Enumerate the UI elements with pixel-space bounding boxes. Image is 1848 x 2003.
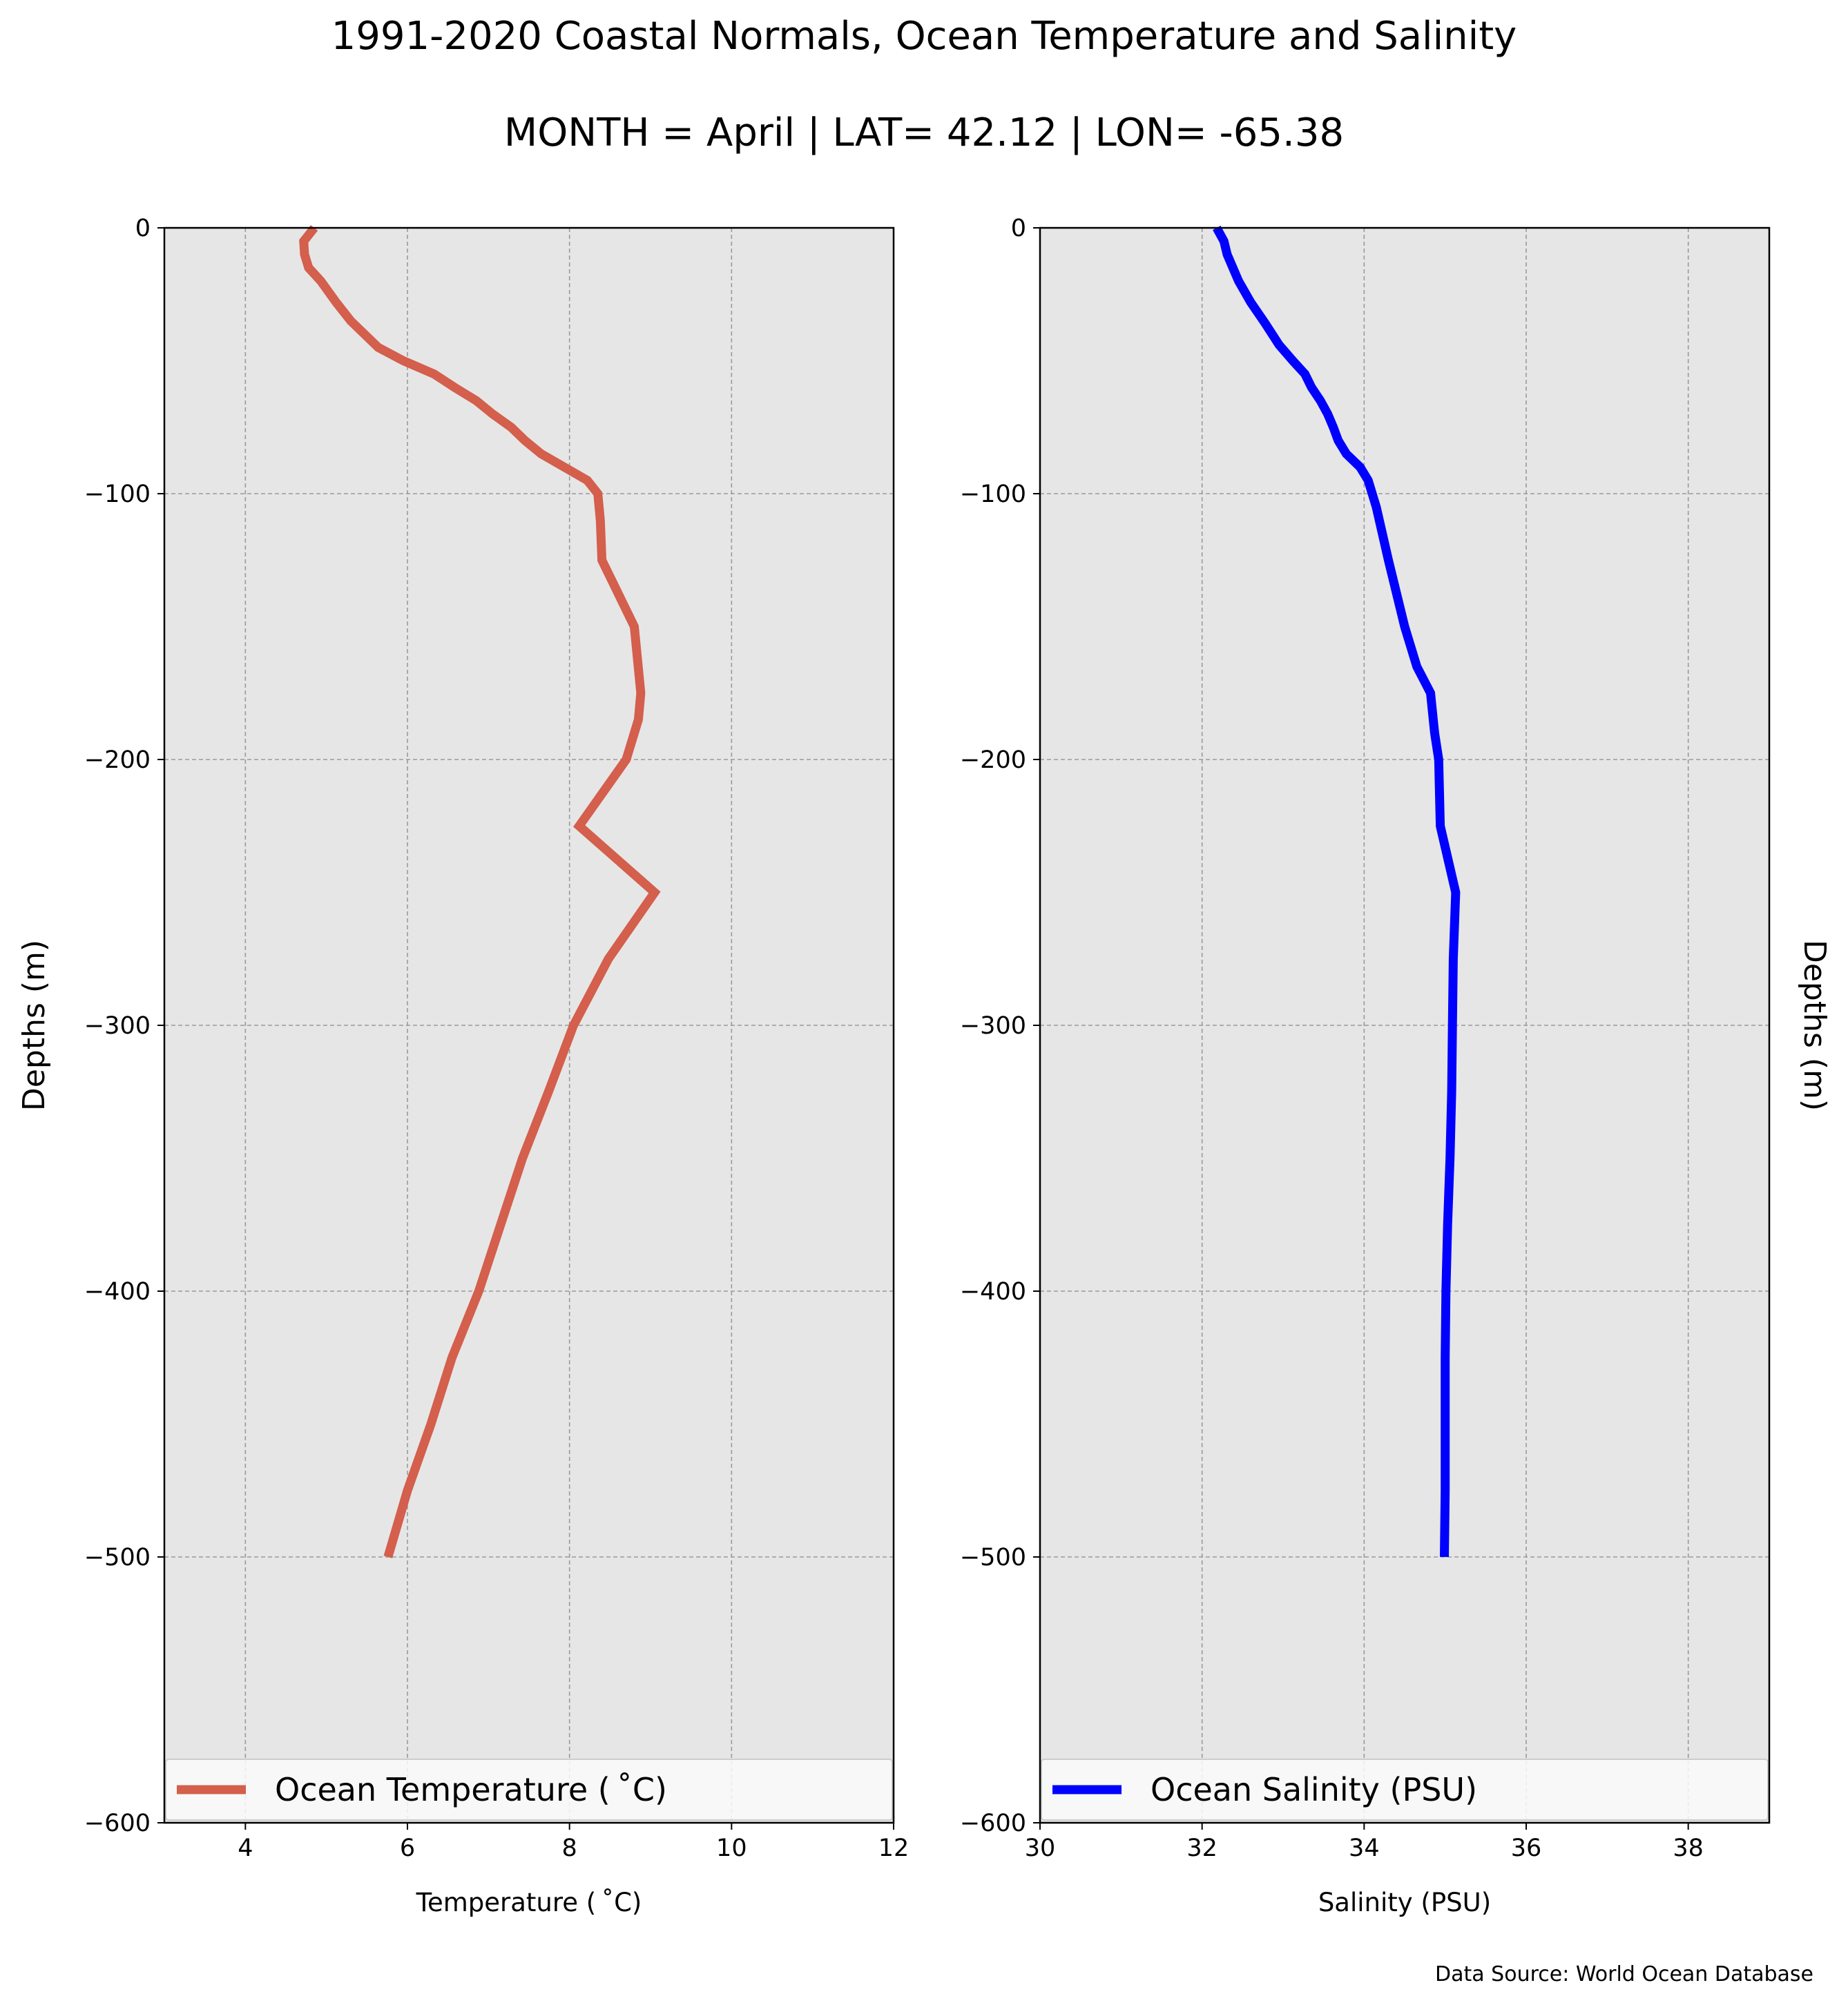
x-tick-label: 34 (1349, 1835, 1380, 1862)
x-tick-label: 38 (1673, 1835, 1704, 1862)
x-axis-label: Temperature ( ˚C) (416, 1888, 642, 1917)
y-tick-label: −200 (84, 746, 151, 774)
plot-area (1040, 228, 1769, 1823)
y-tick-label: −100 (960, 481, 1026, 508)
y-tick-label: −300 (84, 1012, 151, 1040)
legend-label: Ocean Temperature ( ˚C) (275, 1771, 667, 1808)
y-axis-label: Depths (m) (1797, 940, 1832, 1111)
series-line-salinity (1213, 225, 1461, 1558)
legend-box (165, 1759, 893, 1821)
legend-box (1041, 1759, 1769, 1821)
y-tick-label: −200 (960, 746, 1026, 774)
chart-panel-1: Ocean Temperature ( ˚C) 4 6 8 10 12 0 −100 −200 −… (17, 215, 909, 1917)
y-tick-label: −600 (960, 1810, 1026, 1837)
plot-area (164, 228, 894, 1823)
y-tick-label: −500 (84, 1544, 151, 1571)
data-source: Data Source: World Ocean Database (1435, 1962, 1813, 1986)
x-tick-label: 6 (400, 1835, 415, 1862)
chart-panel-2: Ocean Salinity (PSU) 30 32 34 36 38 0 −100 −200 −… (960, 215, 1832, 1917)
chart-subtitle: MONTH = April | LAT= 42.12 | LON= -65.38 (503, 110, 1345, 155)
legend-label: Ocean Salinity (PSU) (1151, 1771, 1477, 1808)
y-tick-label: −500 (960, 1544, 1026, 1571)
y-tick-label: −400 (960, 1278, 1026, 1306)
series-line-temperature (299, 224, 661, 1558)
x-tick-label: 4 (238, 1835, 253, 1862)
y-axis-label: Depths (m) (17, 940, 52, 1111)
x-tick-label: 8 (562, 1835, 577, 1862)
x-tick-label: 10 (716, 1835, 747, 1862)
x-tick-label: 30 (1025, 1835, 1056, 1862)
y-tick-label: −100 (84, 481, 151, 508)
x-tick-label: 32 (1186, 1835, 1217, 1862)
y-tick-label: 0 (135, 215, 151, 242)
chart-title: 1991-2020 Coastal Normals, Ocean Tempera… (331, 14, 1517, 59)
x-axis-label: Salinity (PSU) (1318, 1888, 1491, 1917)
y-tick-label: −600 (84, 1810, 151, 1837)
y-tick-label: −300 (960, 1012, 1026, 1040)
x-tick-label: 36 (1511, 1835, 1542, 1862)
y-tick-label: −400 (84, 1278, 151, 1306)
y-tick-label: 0 (1011, 215, 1026, 242)
x-tick-label: 12 (878, 1835, 909, 1862)
